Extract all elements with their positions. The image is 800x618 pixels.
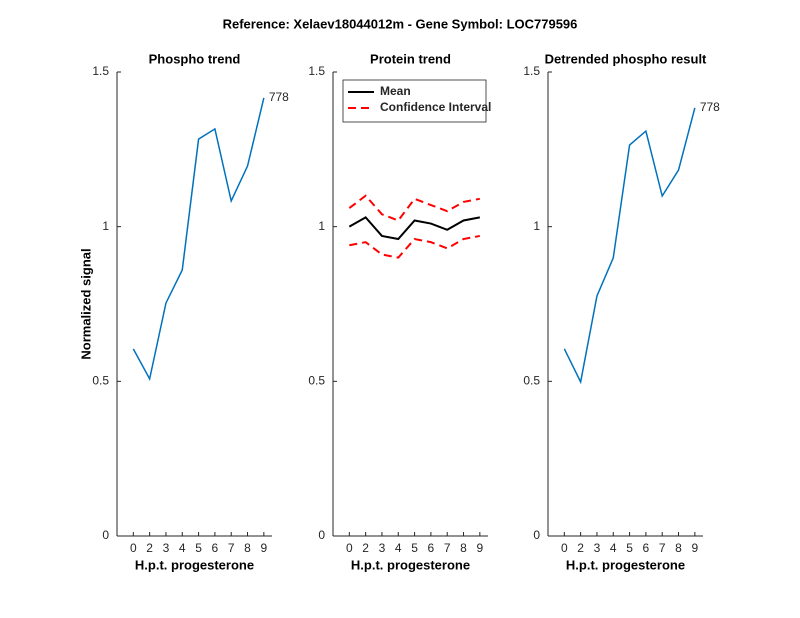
x-tick-label: 3: [379, 541, 386, 555]
legend-label: Mean: [380, 84, 411, 98]
ci-line: [348, 194, 481, 222]
data-line: [563, 107, 696, 385]
x-tick-label: 8: [460, 541, 467, 555]
x-axis-label: H.p.t. progesterone: [135, 557, 254, 572]
x-tick-label: 7: [444, 541, 451, 555]
y-tick-label: 0.5: [523, 374, 540, 388]
x-tick-label: 2: [577, 541, 584, 555]
x-tick-label: 4: [179, 541, 186, 555]
y-tick-label: 0.5: [308, 374, 325, 388]
x-tick-label: 2: [362, 541, 369, 555]
data-line: [348, 216, 481, 241]
x-tick-label: 9: [476, 541, 483, 555]
ci-line: [349, 234, 481, 259]
legend-box: [342, 79, 487, 123]
y-tick-label: 0: [102, 528, 109, 542]
x-tick-label: 3: [163, 541, 170, 555]
x-tick-label: 9: [260, 541, 267, 555]
legend-label: Confidence Interval: [380, 100, 491, 114]
axes-title: Protein trend: [370, 51, 451, 66]
figure-title: Reference: Xelaev18044012m - Gene Symbol…: [223, 16, 578, 31]
axes-title: Phospho trend: [149, 51, 241, 66]
y-tick-label: 0.5: [92, 374, 109, 388]
x-tick-label: 8: [244, 541, 251, 555]
x-tick-label: 9: [691, 541, 698, 555]
y-tick-label: 0: [318, 528, 325, 542]
x-tick-label: 7: [228, 541, 235, 555]
x-tick-label: 2: [146, 541, 153, 555]
x-tick-label: 6: [212, 541, 219, 555]
x-tick-label: 4: [395, 541, 402, 555]
y-axis-label: Normalized signal: [78, 248, 93, 359]
x-tick-label: 5: [626, 541, 633, 555]
x-tick-label: 0: [130, 541, 137, 555]
x-tick-label: 4: [610, 541, 617, 555]
x-tick-label: 5: [195, 541, 202, 555]
x-tick-label: 6: [643, 541, 650, 555]
data-line: [132, 97, 265, 381]
x-tick-label: 6: [428, 541, 435, 555]
x-tick-label: 3: [594, 541, 601, 555]
y-tick-label: 1.5: [92, 64, 109, 78]
x-axis-label: H.p.t. progesterone: [351, 557, 470, 572]
y-tick-label: 1: [318, 219, 325, 233]
y-tick-label: 1.5: [523, 64, 540, 78]
y-tick-label: 1.5: [308, 64, 325, 78]
x-tick-label: 7: [659, 541, 666, 555]
x-tick-label: 8: [675, 541, 682, 555]
x-tick-label: 0: [346, 541, 353, 555]
end-label: 778: [269, 90, 289, 104]
y-tick-label: 1: [533, 219, 540, 233]
end-label: 778: [700, 100, 720, 114]
x-axis-label: H.p.t. progesterone: [566, 557, 685, 572]
x-tick-label: 0: [561, 541, 568, 555]
x-tick-label: 5: [411, 541, 418, 555]
y-tick-label: 0: [533, 528, 540, 542]
y-tick-label: 1: [102, 219, 109, 233]
axes-title: Detrended phospho result: [545, 51, 707, 66]
